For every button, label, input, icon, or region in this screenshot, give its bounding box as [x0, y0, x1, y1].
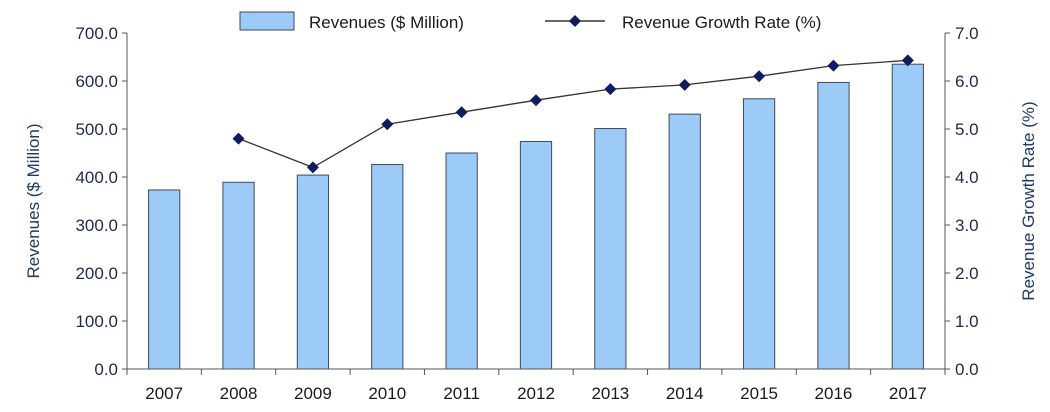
growth-marker-2011	[455, 106, 468, 119]
y2-tick-label: 5.0	[955, 120, 979, 139]
legend: Revenues ($ Million) Revenue Growth Rate…	[239, 11, 821, 32]
x-tick-label: 2014	[666, 384, 704, 403]
x-tick-label: 2011	[443, 384, 480, 403]
bar-2016	[817, 81, 850, 370]
y-tick-label: 100.0	[75, 312, 118, 331]
plot-area: 0.0 100.0 200.0 300.0 400.0 500.0 600.0 700.0 0.…	[75, 24, 978, 403]
bar-2008	[222, 181, 255, 370]
x-tick-label: 2013	[591, 384, 629, 403]
y-tick-label: 600.0	[75, 72, 118, 91]
y-tick-label: 700.0	[75, 24, 118, 43]
bar-2012	[519, 140, 553, 370]
x-tick-label: 2016	[815, 384, 853, 403]
x-tick-label: 2008	[220, 384, 258, 403]
growth-marker-2012	[530, 94, 542, 107]
y-tick-label: 200.0	[75, 264, 118, 283]
y2-tick-label: 2.0	[955, 264, 979, 283]
bar-2010	[371, 164, 404, 370]
x-tick-label: 2009	[294, 384, 332, 403]
growth-marker-2017	[901, 54, 914, 67]
growth-marker-2014	[678, 78, 691, 91]
legend-line-marker	[569, 15, 581, 27]
bar-2014	[668, 113, 701, 370]
growth-marker-2008	[232, 132, 245, 145]
legend-line-label: Revenue Growth Rate (%)	[622, 13, 821, 32]
growth-marker-2016	[827, 59, 840, 72]
x-tick-label: 2012	[517, 384, 555, 403]
bar-2013	[594, 128, 627, 370]
y-tick-label: 300.0	[75, 216, 118, 235]
y2-tick-label: 7.0	[955, 24, 979, 43]
y2-tick-label: 4.0	[955, 168, 979, 187]
x-tick-label: 2007	[145, 384, 183, 403]
x-tick-label: 2010	[368, 384, 406, 403]
y-tick-label: 400.0	[75, 168, 118, 187]
bar-2009	[296, 174, 330, 370]
y2-tick-label: 0.0	[955, 360, 979, 379]
bar-2017	[891, 63, 924, 370]
growth-marker-2013	[604, 83, 617, 96]
y2-tick-label: 6.0	[955, 72, 979, 91]
bar-2011	[445, 152, 478, 370]
legend-bar-label: Revenues ($ Million)	[309, 13, 464, 32]
growth-marker-2015	[753, 70, 766, 83]
x-tick-label: 2017	[889, 384, 927, 403]
y2-tick-label: 1.0	[955, 312, 979, 331]
y-tick-label: 0.0	[94, 360, 118, 379]
y2-axis-title: Revenue Growth Rate (%)	[1019, 101, 1038, 300]
legend-bar-swatch	[239, 11, 295, 31]
y2-tick-label: 3.0	[955, 216, 979, 235]
bar-2015	[742, 98, 776, 370]
growth-marker-2010	[381, 118, 394, 131]
growth-rate-line	[238, 59, 908, 169]
y-axis-title: Revenues ($ Million)	[24, 124, 43, 279]
x-tick-label: 2015	[740, 384, 778, 403]
y-tick-label: 500.0	[75, 120, 118, 139]
bar-2007	[148, 189, 181, 370]
growth-marker-2009	[306, 161, 319, 174]
